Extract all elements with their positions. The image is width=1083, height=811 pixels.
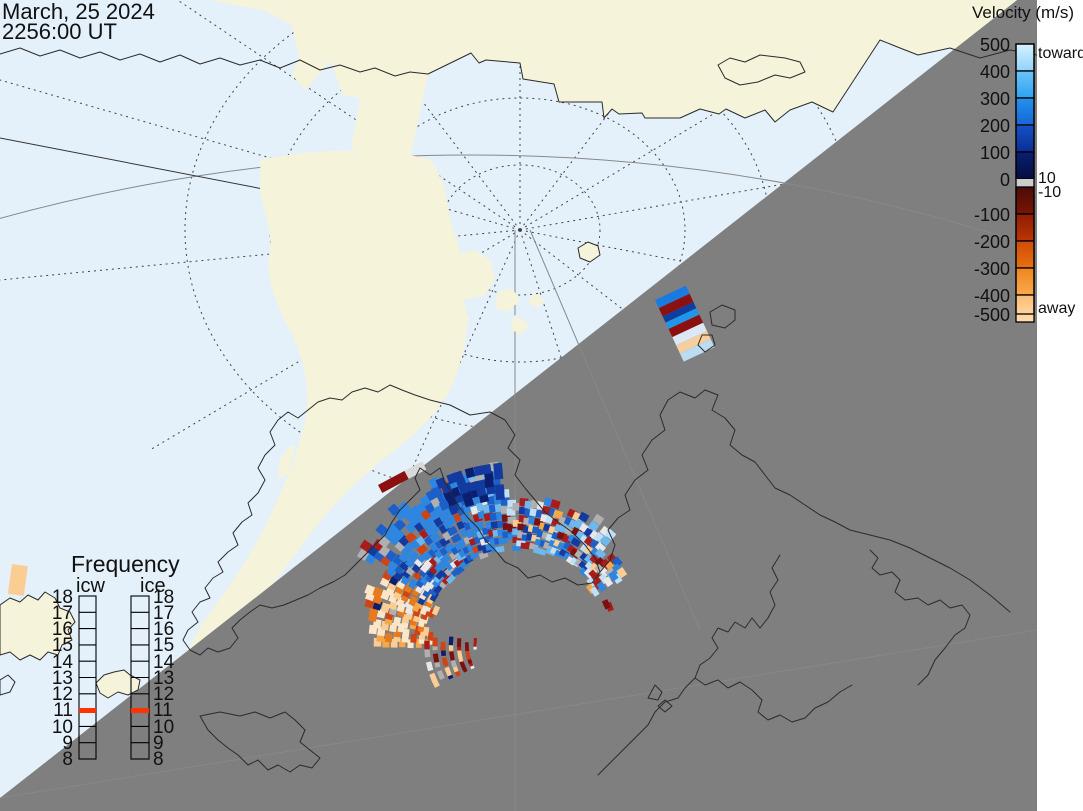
svg-text:300: 300	[980, 89, 1010, 109]
svg-text:-200: -200	[974, 232, 1010, 252]
svg-text:400: 400	[980, 62, 1010, 82]
svg-text:2256:00 UT: 2256:00 UT	[2, 19, 117, 44]
svg-text:8: 8	[153, 749, 164, 770]
svg-text:8: 8	[62, 749, 73, 770]
svg-text:-500: -500	[974, 305, 1010, 325]
svg-text:Velocity (m/s): Velocity (m/s)	[972, 3, 1074, 22]
svg-text:-400: -400	[974, 286, 1010, 306]
svg-text:toward: toward	[1038, 45, 1083, 62]
svg-text:away: away	[1038, 300, 1075, 317]
svg-text:icw: icw	[76, 575, 105, 597]
svg-text:0: 0	[1000, 170, 1010, 190]
svg-text:500: 500	[980, 35, 1010, 55]
svg-text:Frequency: Frequency	[71, 551, 180, 577]
svg-text:-100: -100	[974, 205, 1010, 225]
svg-text:200: 200	[980, 116, 1010, 136]
svg-text:-10: -10	[1038, 184, 1061, 201]
svg-text:-300: -300	[974, 259, 1010, 279]
svg-text:100: 100	[980, 143, 1010, 163]
